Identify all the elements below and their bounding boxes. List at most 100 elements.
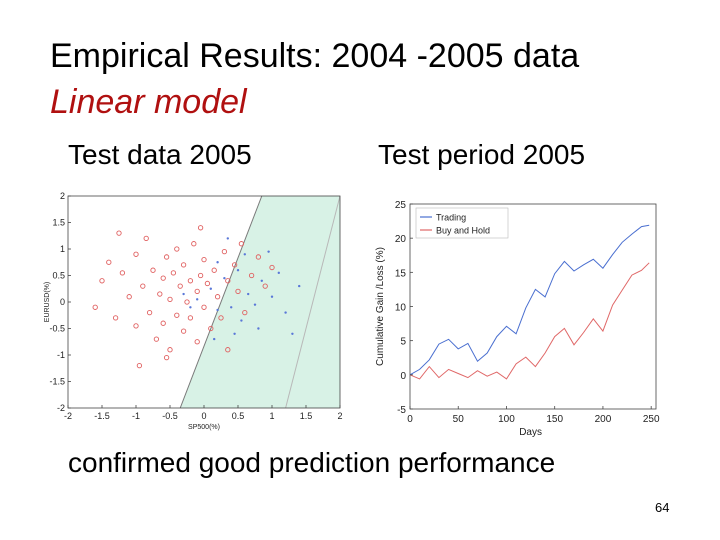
y-tick-label: 1 xyxy=(60,244,65,254)
scatter-point-blue xyxy=(298,284,301,288)
scatter-chart: -2 -1.5 -1 -0.5 0 0.5 1 1.5 2 -2 -1.5 -1 -0.5 0 0.5 1 1.… xyxy=(44,191,343,431)
scatter-point-red xyxy=(255,254,262,260)
scatter-point-blue xyxy=(226,237,229,240)
scatter-point-red xyxy=(180,262,187,268)
scatter-point-blue xyxy=(240,319,243,322)
x-tick-label: 150 xyxy=(546,414,563,425)
left-chart-label: Test data 2005 xyxy=(68,139,252,170)
x-axis-label: Days xyxy=(519,427,542,438)
scatter-point-red xyxy=(133,323,139,329)
series-line-trading xyxy=(409,224,650,376)
x-tick-label: 250 xyxy=(643,414,660,425)
y-tick-label: -0.5 xyxy=(49,324,65,334)
scatter-point-red xyxy=(269,264,275,271)
scatter-point-red xyxy=(177,283,183,289)
scatter-point-blue xyxy=(243,253,246,256)
scatter-point-red xyxy=(197,272,204,279)
scatter-point-red xyxy=(170,270,177,276)
scatter-point-red xyxy=(262,283,268,289)
scatter-point-red xyxy=(194,339,200,345)
scatter-point-red xyxy=(146,309,153,316)
legend-entry: Buy and Hold xyxy=(436,226,490,236)
boundary-line xyxy=(179,196,263,408)
scatter-point-red xyxy=(225,278,231,284)
x-tick-label: 1 xyxy=(269,411,274,421)
scatter-point-blue xyxy=(291,332,294,335)
y-axis-label: EURUSD(%) xyxy=(44,282,51,322)
scatter-point-red xyxy=(153,336,160,342)
chart-legend xyxy=(415,207,509,239)
slide-subtitle: Linear model xyxy=(50,83,247,121)
slide-title: Empirical Results: 2004 -2005 data xyxy=(50,37,580,75)
scatter-point-red xyxy=(150,267,156,273)
scatter-point-red xyxy=(231,262,238,268)
scatter-point-red xyxy=(167,296,173,303)
scatter-point-red xyxy=(126,294,132,300)
decision-region xyxy=(180,196,340,408)
scatter-point-blue xyxy=(267,250,270,253)
scatter-point-red xyxy=(116,230,122,236)
scatter-point-red xyxy=(92,304,98,310)
x-tick-label: 2 xyxy=(337,411,342,421)
boundary-line xyxy=(285,196,340,408)
scatter-point-red xyxy=(238,241,245,247)
scatter-point-red xyxy=(184,299,190,305)
scatter-point-blue xyxy=(216,308,219,312)
scatter-point-red xyxy=(235,288,241,295)
scatter-point-red xyxy=(174,312,180,318)
scatter-point-red xyxy=(225,347,231,353)
scatter-point-red xyxy=(201,256,207,263)
scatter-point-red xyxy=(163,254,170,260)
scatter-point-blue xyxy=(230,306,233,309)
right-chart-label: Test period 2005 xyxy=(378,139,586,170)
scatter-point-red xyxy=(157,291,163,297)
y-tick-label: 0 xyxy=(400,371,406,382)
scatter-point-red xyxy=(194,288,200,295)
x-tick-label: -1.5 xyxy=(94,411,110,421)
scatter-point-red xyxy=(106,259,112,265)
scatter-point-blue xyxy=(270,295,274,298)
y-tick-label: 15 xyxy=(395,268,407,279)
x-tick-label: 200 xyxy=(595,414,612,425)
x-tick-label: -0.5 xyxy=(162,411,178,421)
scatter-point-red xyxy=(143,235,149,242)
scatter-point-red xyxy=(119,270,126,276)
scatter-point-red xyxy=(248,272,255,279)
scatter-point-red xyxy=(197,225,204,231)
y-tick-label: -2 xyxy=(57,403,65,413)
scatter-point-red xyxy=(191,241,197,247)
scatter-point-red xyxy=(140,283,146,289)
scatter-point-blue xyxy=(247,292,250,296)
y-tick-label: 25 xyxy=(395,200,407,211)
y-tick-label: 20 xyxy=(395,234,407,245)
scatter-point-blue xyxy=(216,261,219,264)
line-chart: 0 50 100 150 200 250-50510152025DaysCumulativ… xyxy=(375,200,660,438)
scatter-point-red xyxy=(221,249,228,255)
scatter-point-red xyxy=(160,275,166,281)
scatter-point-red xyxy=(204,280,211,287)
scatter-point-red xyxy=(201,304,207,310)
scatter-point-blue xyxy=(236,269,240,272)
scatter-point-red xyxy=(242,309,248,316)
y-tick-label: 5 xyxy=(400,337,406,348)
x-tick-label: 1.5 xyxy=(300,411,313,421)
scatter-point-blue xyxy=(189,306,192,309)
scatter-point-blue xyxy=(196,298,199,301)
y-tick-label: 1.5 xyxy=(52,218,65,228)
y-tick-label: -5 xyxy=(397,405,406,416)
scatter-point-red xyxy=(211,267,217,273)
scatter-point-blue xyxy=(213,337,216,341)
x-tick-label: 0 xyxy=(201,411,206,421)
y-tick-label: 0 xyxy=(60,297,65,307)
scatter-point-red xyxy=(214,294,221,300)
x-tick-label: 0 xyxy=(407,414,413,425)
x-tick-label: 100 xyxy=(498,414,515,425)
scatter-point-blue xyxy=(253,303,257,306)
y-axis-label: Cumulative Gain /Loss (%) xyxy=(375,247,386,366)
page-number: 64 xyxy=(655,500,670,515)
scatter-point-blue xyxy=(209,287,212,290)
scatter-point-blue xyxy=(284,311,287,314)
scatter-point-blue xyxy=(223,276,226,280)
legend-entry: Trading xyxy=(436,213,466,223)
scatter-point-blue xyxy=(233,332,236,335)
